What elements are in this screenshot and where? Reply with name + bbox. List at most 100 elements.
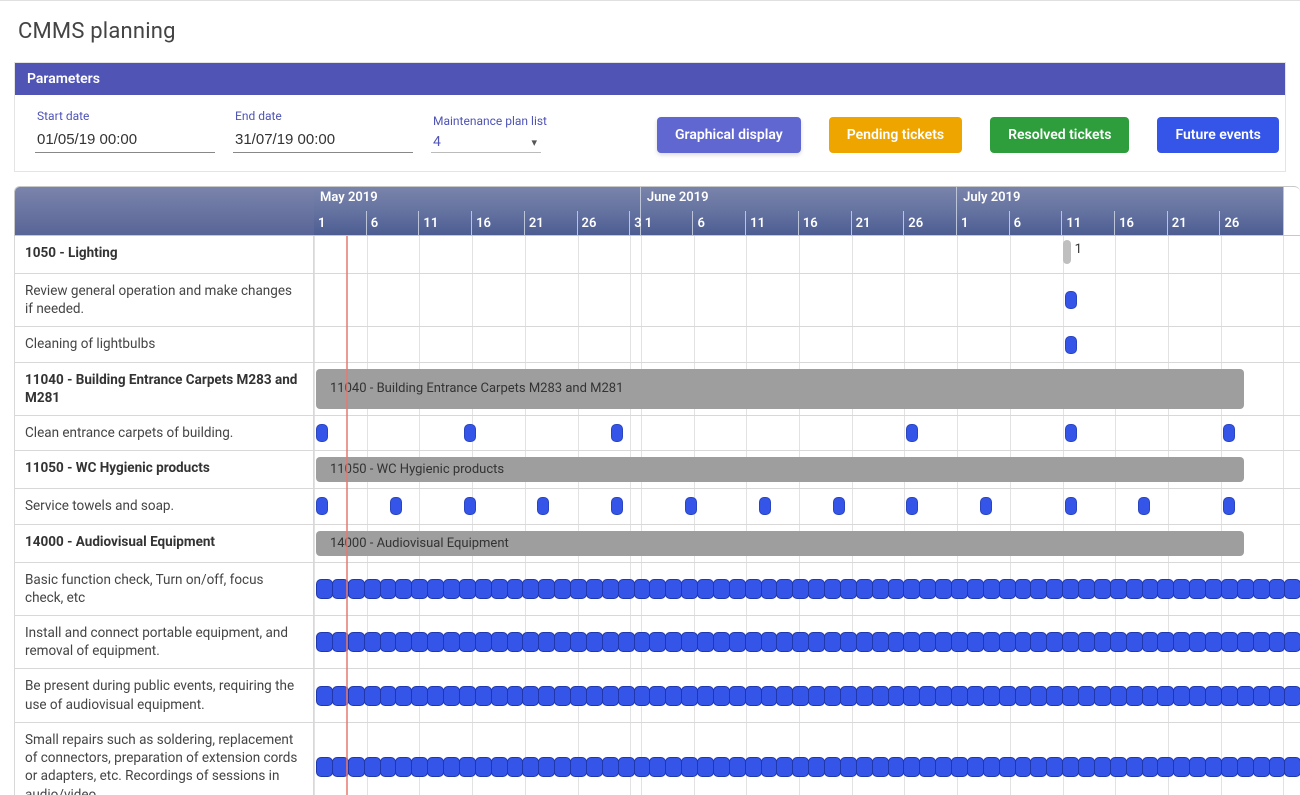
- gantt-day-cell: 26: [1220, 211, 1283, 235]
- gantt-day-cell: 1: [314, 211, 367, 235]
- gantt-row-timeline[interactable]: [314, 669, 1300, 721]
- start-date-label: Start date: [37, 109, 205, 123]
- gantt-task-row: Install and connect portable equipment, …: [14, 616, 1300, 669]
- graphical-display-button[interactable]: Graphical display: [657, 117, 801, 153]
- gantt-day-cell: 11: [746, 211, 799, 235]
- gantt-group-bar[interactable]: 11040 - Building Entrance Carpets M283 a…: [316, 369, 1244, 409]
- gantt-day-cell: 1: [957, 211, 1010, 235]
- gantt-event[interactable]: [906, 424, 918, 442]
- gantt-day-cell: 6: [367, 211, 420, 235]
- gantt-group-count: 1: [1075, 242, 1082, 257]
- page-title: CMMS planning: [0, 5, 1300, 62]
- gantt-group-row: 11040 - Building Entrance Carpets M283 a…: [14, 363, 1300, 416]
- gantt-day-cell: 11: [1062, 211, 1115, 235]
- gantt-month-cell: July 2019: [957, 187, 1284, 211]
- gantt-day-cell: 6: [693, 211, 746, 235]
- gantt-task-row: Small repairs such as soldering, replace…: [14, 723, 1300, 795]
- plan-list-select[interactable]: 4 ▾: [431, 132, 541, 153]
- gantt-month-cell: June 2019: [641, 187, 957, 211]
- gantt-row-label: Basic function check, Turn on/off, focus…: [14, 563, 314, 615]
- gantt-group-bar[interactable]: 14000 - Audiovisual Equipment: [316, 531, 1244, 556]
- gantt-row-timeline[interactable]: [314, 327, 1300, 361]
- gantt-event[interactable]: [1223, 424, 1235, 442]
- gantt-row-label: 11040 - Building Entrance Carpets M283 a…: [14, 363, 314, 415]
- gantt-group-row: 14000 - Audiovisual Equipment14000 - Aud…: [14, 525, 1300, 563]
- gantt-day-cell: 21: [525, 211, 578, 235]
- gantt-day-cell: 31: [630, 211, 641, 235]
- plan-list-label: Maintenance plan list: [433, 114, 601, 128]
- gantt-row-timeline[interactable]: [314, 723, 1300, 795]
- gantt-row-label: 1050 - Lighting: [14, 236, 314, 273]
- start-date-input[interactable]: [35, 127, 215, 153]
- chevron-down-icon: ▾: [531, 136, 537, 149]
- gantt-task-row: Basic function check, Turn on/off, focus…: [14, 563, 1300, 616]
- gantt-event[interactable]: [1065, 497, 1077, 515]
- gantt-event[interactable]: [1065, 424, 1077, 442]
- gantt-row-timeline[interactable]: 11050 - WC Hygienic products: [314, 451, 1300, 488]
- gantt-day-cell: 16: [472, 211, 525, 235]
- gantt-day-cell: 21: [1168, 211, 1221, 235]
- end-date-input[interactable]: [233, 127, 413, 153]
- gantt-time-header: May 2019June 2019July 2019 1611162126311…: [314, 186, 1300, 236]
- gantt-row-timeline[interactable]: [314, 489, 1300, 523]
- gantt-group-marker[interactable]: [1063, 240, 1071, 264]
- gantt-event[interactable]: [1065, 336, 1077, 354]
- gantt-row-timeline[interactable]: 1: [314, 236, 1300, 273]
- gantt-event[interactable]: [759, 497, 771, 515]
- gantt-day-cell: 16: [799, 211, 852, 235]
- gantt-day-cell: 16: [1115, 211, 1168, 235]
- gantt-row-label: 14000 - Audiovisual Equipment: [14, 525, 314, 562]
- gantt-event[interactable]: [537, 497, 549, 515]
- gantt-event[interactable]: [611, 497, 623, 515]
- gantt-task-row: Review general operation and make change…: [14, 274, 1300, 327]
- gantt-group-row: 1050 - Lighting 1: [14, 236, 1300, 274]
- gantt-row-label: Install and connect portable equipment, …: [14, 616, 314, 668]
- gantt-day-cell: 21: [852, 211, 905, 235]
- gantt-chart: May 2019June 2019July 2019 1611162126311…: [14, 186, 1300, 795]
- future-events-button[interactable]: Future events: [1157, 117, 1278, 153]
- gantt-event[interactable]: [1223, 497, 1235, 515]
- gantt-dense-band[interactable]: [316, 686, 1300, 706]
- gantt-event[interactable]: [611, 424, 623, 442]
- gantt-day-cell: 26: [904, 211, 957, 235]
- gantt-event[interactable]: [685, 497, 697, 515]
- gantt-row-timeline[interactable]: 14000 - Audiovisual Equipment: [314, 525, 1300, 562]
- gantt-row-timeline[interactable]: [314, 274, 1300, 326]
- gantt-row-label: Small repairs such as soldering, replace…: [14, 723, 314, 795]
- gantt-task-row: Be present during public events, requiri…: [14, 669, 1300, 722]
- gantt-group-bar[interactable]: 11050 - WC Hygienic products: [316, 457, 1244, 482]
- gantt-row-timeline[interactable]: 11040 - Building Entrance Carpets M283 a…: [314, 363, 1300, 415]
- resolved-tickets-button[interactable]: Resolved tickets: [990, 117, 1129, 153]
- gantt-event[interactable]: [464, 497, 476, 515]
- gantt-event[interactable]: [906, 497, 918, 515]
- gantt-dense-band[interactable]: [316, 632, 1300, 652]
- gantt-row-timeline[interactable]: [314, 416, 1300, 450]
- plan-list-value: 4: [433, 134, 441, 150]
- gantt-row-timeline[interactable]: [314, 563, 1300, 615]
- parameters-panel-header: Parameters: [15, 63, 1285, 95]
- gantt-day-cell: 11: [419, 211, 472, 235]
- gantt-day-cell: 6: [1010, 211, 1063, 235]
- start-date-field: Start date: [35, 109, 205, 153]
- gantt-row-timeline[interactable]: [314, 616, 1300, 668]
- end-date-label: End date: [235, 109, 403, 123]
- gantt-row-label: Review general operation and make change…: [14, 274, 314, 326]
- gantt-dense-band[interactable]: [316, 757, 1300, 777]
- gantt-group-row: 11050 - WC Hygienic products11050 - WC H…: [14, 451, 1300, 489]
- gantt-row-label: Clean entrance carpets of building.: [14, 416, 314, 450]
- gantt-event[interactable]: [464, 424, 476, 442]
- gantt-event[interactable]: [980, 497, 992, 515]
- gantt-day-cell: 26: [578, 211, 631, 235]
- gantt-event[interactable]: [316, 424, 328, 442]
- gantt-row-label: Cleaning of lightbulbs: [14, 327, 314, 361]
- gantt-event[interactable]: [1065, 291, 1077, 309]
- gantt-event[interactable]: [1138, 497, 1150, 515]
- gantt-event[interactable]: [390, 497, 402, 515]
- gantt-label-header: [14, 186, 314, 236]
- gantt-row-label: 11050 - WC Hygienic products: [14, 451, 314, 488]
- gantt-event[interactable]: [316, 497, 328, 515]
- gantt-dense-band[interactable]: [316, 579, 1300, 599]
- pending-tickets-button[interactable]: Pending tickets: [829, 117, 962, 153]
- gantt-task-row: Cleaning of lightbulbs: [14, 327, 1300, 362]
- gantt-event[interactable]: [833, 497, 845, 515]
